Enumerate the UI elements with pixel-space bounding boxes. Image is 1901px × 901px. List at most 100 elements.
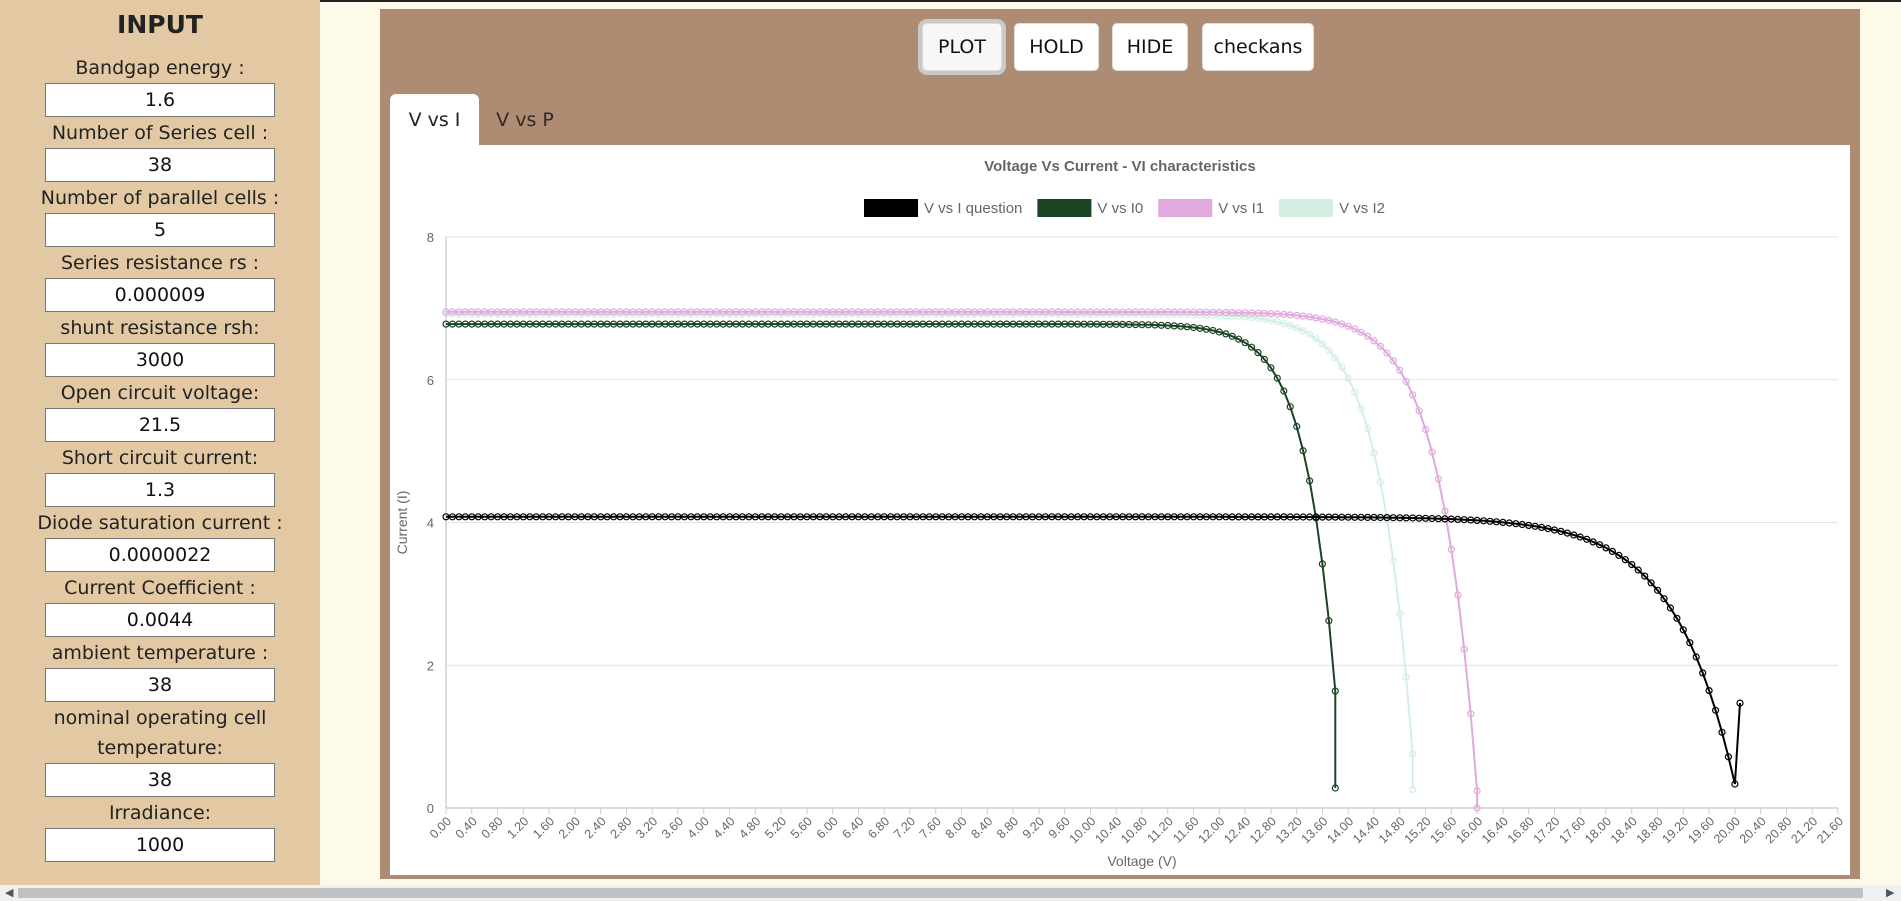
x-tick-label: 10.00 bbox=[1067, 814, 1099, 846]
data-point bbox=[1473, 787, 1481, 795]
data-point bbox=[1299, 447, 1307, 455]
data-point bbox=[1653, 586, 1662, 594]
parallel-cells-input[interactable] bbox=[45, 213, 275, 247]
hide-button[interactable]: HIDE bbox=[1112, 23, 1188, 71]
label-open-circuit-voltage: Open circuit voltage: bbox=[60, 382, 260, 404]
data-point bbox=[1312, 335, 1320, 343]
data-point bbox=[1583, 535, 1591, 543]
data-point bbox=[1325, 316, 1333, 324]
data-point bbox=[1228, 332, 1236, 340]
data-point bbox=[1209, 326, 1217, 335]
data-point bbox=[1428, 448, 1436, 456]
data-point bbox=[1267, 316, 1275, 325]
x-tick-label: 17.60 bbox=[1556, 814, 1588, 846]
x-tick-label: 18.40 bbox=[1608, 814, 1640, 846]
data-point bbox=[1518, 520, 1526, 529]
data-point bbox=[1473, 804, 1481, 812]
ambient-temperature-input[interactable] bbox=[45, 668, 275, 702]
shunt-resistance-input[interactable] bbox=[45, 343, 275, 377]
scroll-left-icon[interactable]: ◀ bbox=[5, 886, 14, 899]
data-point bbox=[1299, 327, 1307, 335]
horizontal-scrollbar[interactable]: ◀ ▶ bbox=[0, 885, 1901, 901]
legend-swatch bbox=[864, 199, 918, 217]
data-point bbox=[1602, 544, 1610, 552]
legend-label: V vs I0 bbox=[1097, 200, 1143, 217]
data-point bbox=[1731, 780, 1739, 788]
data-point bbox=[1666, 604, 1675, 612]
hold-button[interactable]: HOLD bbox=[1014, 23, 1099, 71]
y-tick-label: 0 bbox=[427, 801, 434, 816]
short-circuit-current-input[interactable] bbox=[45, 473, 275, 507]
data-point bbox=[1344, 322, 1352, 330]
x-tick-label: 16.00 bbox=[1453, 814, 1485, 846]
data-point bbox=[1325, 617, 1333, 625]
scrollbar-thumb[interactable] bbox=[18, 888, 1863, 898]
x-tick-label: 12.00 bbox=[1195, 814, 1227, 846]
label-noct-line2: temperature: bbox=[97, 737, 223, 759]
x-tick-label: 14.80 bbox=[1376, 814, 1408, 846]
x-tick-label: 19.60 bbox=[1685, 814, 1717, 846]
x-tick-label: 6.40 bbox=[839, 814, 866, 841]
data-point bbox=[1409, 391, 1417, 399]
x-tick-label: 7.20 bbox=[891, 814, 918, 841]
series-resistance-input[interactable] bbox=[45, 278, 275, 312]
data-point bbox=[1589, 538, 1597, 546]
data-point bbox=[1241, 339, 1249, 347]
data-point bbox=[1641, 572, 1649, 580]
x-tick-label: 19.20 bbox=[1659, 814, 1691, 846]
sidebar-title: INPUT bbox=[117, 10, 203, 39]
data-point bbox=[1338, 320, 1346, 328]
diode-saturation-current-input[interactable] bbox=[45, 538, 275, 572]
x-tick-label: 6.80 bbox=[865, 814, 892, 841]
current-coefficient-input[interactable] bbox=[45, 603, 275, 637]
data-point bbox=[1454, 591, 1462, 599]
x-tick-label: 9.20 bbox=[1020, 814, 1047, 841]
data-point bbox=[1286, 403, 1294, 411]
data-point bbox=[1305, 330, 1314, 338]
y-tick-label: 4 bbox=[427, 516, 434, 531]
data-point bbox=[1595, 541, 1604, 549]
x-tick-label: 21.60 bbox=[1814, 814, 1846, 846]
tab-v-vs-p[interactable]: V vs P bbox=[496, 109, 554, 131]
scroll-right-icon[interactable]: ▶ bbox=[1886, 886, 1895, 899]
data-point bbox=[1557, 527, 1565, 535]
data-point bbox=[1215, 328, 1223, 336]
checkans-button[interactable]: checkans bbox=[1202, 23, 1314, 71]
data-point bbox=[1711, 706, 1720, 714]
data-point bbox=[1660, 595, 1668, 603]
x-tick-label: 8.00 bbox=[943, 814, 970, 841]
legend-label: V vs I question bbox=[924, 200, 1022, 217]
chart-panel: Voltage Vs Current - VI characteristics V… bbox=[390, 145, 1850, 875]
x-tick-label: 1.60 bbox=[530, 814, 557, 841]
irradiance-input[interactable] bbox=[45, 828, 275, 862]
data-point bbox=[1409, 750, 1417, 758]
x-tick-label: 1.20 bbox=[504, 814, 531, 841]
open-circuit-voltage-input[interactable] bbox=[45, 408, 275, 442]
x-tick-label: 2.40 bbox=[582, 814, 609, 841]
data-point bbox=[1325, 346, 1333, 354]
series-cells-input[interactable] bbox=[45, 148, 275, 182]
data-point bbox=[1736, 699, 1744, 707]
x-tick-label: 20.00 bbox=[1711, 814, 1743, 846]
label-ambient-temperature: ambient temperature : bbox=[51, 642, 269, 664]
data-point bbox=[1563, 529, 1571, 537]
tab-v-vs-i[interactable]: V vs I bbox=[390, 94, 479, 146]
noct-input[interactable] bbox=[45, 763, 275, 797]
data-point bbox=[1718, 728, 1726, 736]
label-shunt-resistance: shunt resistance rsh: bbox=[60, 317, 260, 339]
data-point bbox=[1409, 785, 1417, 794]
bandgap-energy-input[interactable] bbox=[45, 83, 275, 117]
plot-button[interactable]: PLOT bbox=[922, 23, 1002, 71]
legend-swatch bbox=[1158, 199, 1213, 217]
x-tick-label: 4.00 bbox=[685, 814, 712, 841]
data-point bbox=[1615, 551, 1623, 559]
legend-label: V vs I2 bbox=[1339, 200, 1385, 217]
data-point bbox=[1421, 426, 1430, 434]
series-line bbox=[446, 323, 1337, 788]
data-point bbox=[1570, 531, 1578, 539]
data-point bbox=[1351, 325, 1359, 333]
data-point bbox=[1267, 364, 1275, 372]
data-point bbox=[1312, 314, 1320, 322]
x-tick-label: 20.40 bbox=[1737, 814, 1769, 846]
data-point bbox=[1331, 687, 1339, 695]
